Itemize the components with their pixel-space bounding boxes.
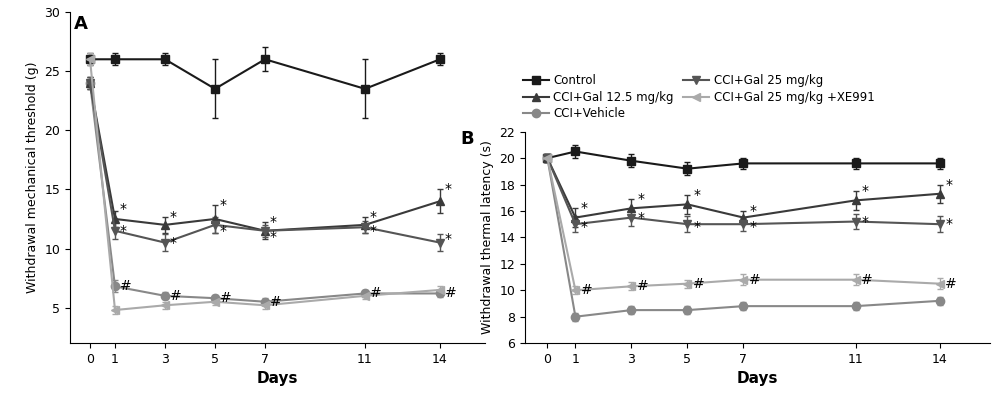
Text: #: # <box>445 286 457 300</box>
Text: #: # <box>749 273 761 287</box>
Legend: Control, CCI+Gal 12.5 mg/kg, CCI+Vehicle, CCI+Gal 25 mg/kg, CCI+Gal 25 mg/kg +XE: Control, CCI+Gal 12.5 mg/kg, CCI+Vehicle… <box>522 73 876 122</box>
Text: B: B <box>460 130 474 148</box>
Text: *: * <box>861 215 868 229</box>
Y-axis label: Withdrawal mechanical threshold (g): Withdrawal mechanical threshold (g) <box>26 62 39 293</box>
Text: #: # <box>120 279 132 293</box>
Text: *: * <box>861 184 868 198</box>
Text: *: * <box>220 224 227 238</box>
Text: #: # <box>945 277 957 290</box>
X-axis label: Days: Days <box>257 371 298 386</box>
Text: *: * <box>749 204 756 218</box>
Text: #: # <box>170 289 182 303</box>
Text: #: # <box>220 291 232 305</box>
Text: *: * <box>370 224 377 238</box>
Text: #: # <box>861 273 873 287</box>
Y-axis label: Withdrawal thermal latency (s): Withdrawal thermal latency (s) <box>481 140 494 334</box>
Text: #: # <box>370 286 382 300</box>
Text: *: * <box>945 217 952 231</box>
Text: *: * <box>370 209 377 223</box>
Text: #: # <box>637 279 649 293</box>
Text: #: # <box>270 295 282 309</box>
Text: *: * <box>270 215 277 229</box>
Text: *: * <box>445 182 452 196</box>
Text: #: # <box>693 277 705 290</box>
Text: *: * <box>945 178 952 192</box>
Text: *: * <box>693 220 700 234</box>
Text: A: A <box>74 15 88 33</box>
Text: *: * <box>693 188 700 202</box>
Text: *: * <box>270 230 277 244</box>
Text: *: * <box>749 220 756 234</box>
Text: *: * <box>581 201 588 215</box>
Text: *: * <box>170 209 177 223</box>
Text: #: # <box>581 283 593 297</box>
Text: *: * <box>120 202 127 217</box>
Text: *: * <box>220 198 227 212</box>
X-axis label: Days: Days <box>737 371 778 386</box>
Text: *: * <box>581 220 588 234</box>
Text: *: * <box>120 224 127 238</box>
Text: *: * <box>170 235 177 250</box>
Text: *: * <box>637 211 644 225</box>
Text: *: * <box>637 192 644 206</box>
Text: *: * <box>445 232 452 246</box>
